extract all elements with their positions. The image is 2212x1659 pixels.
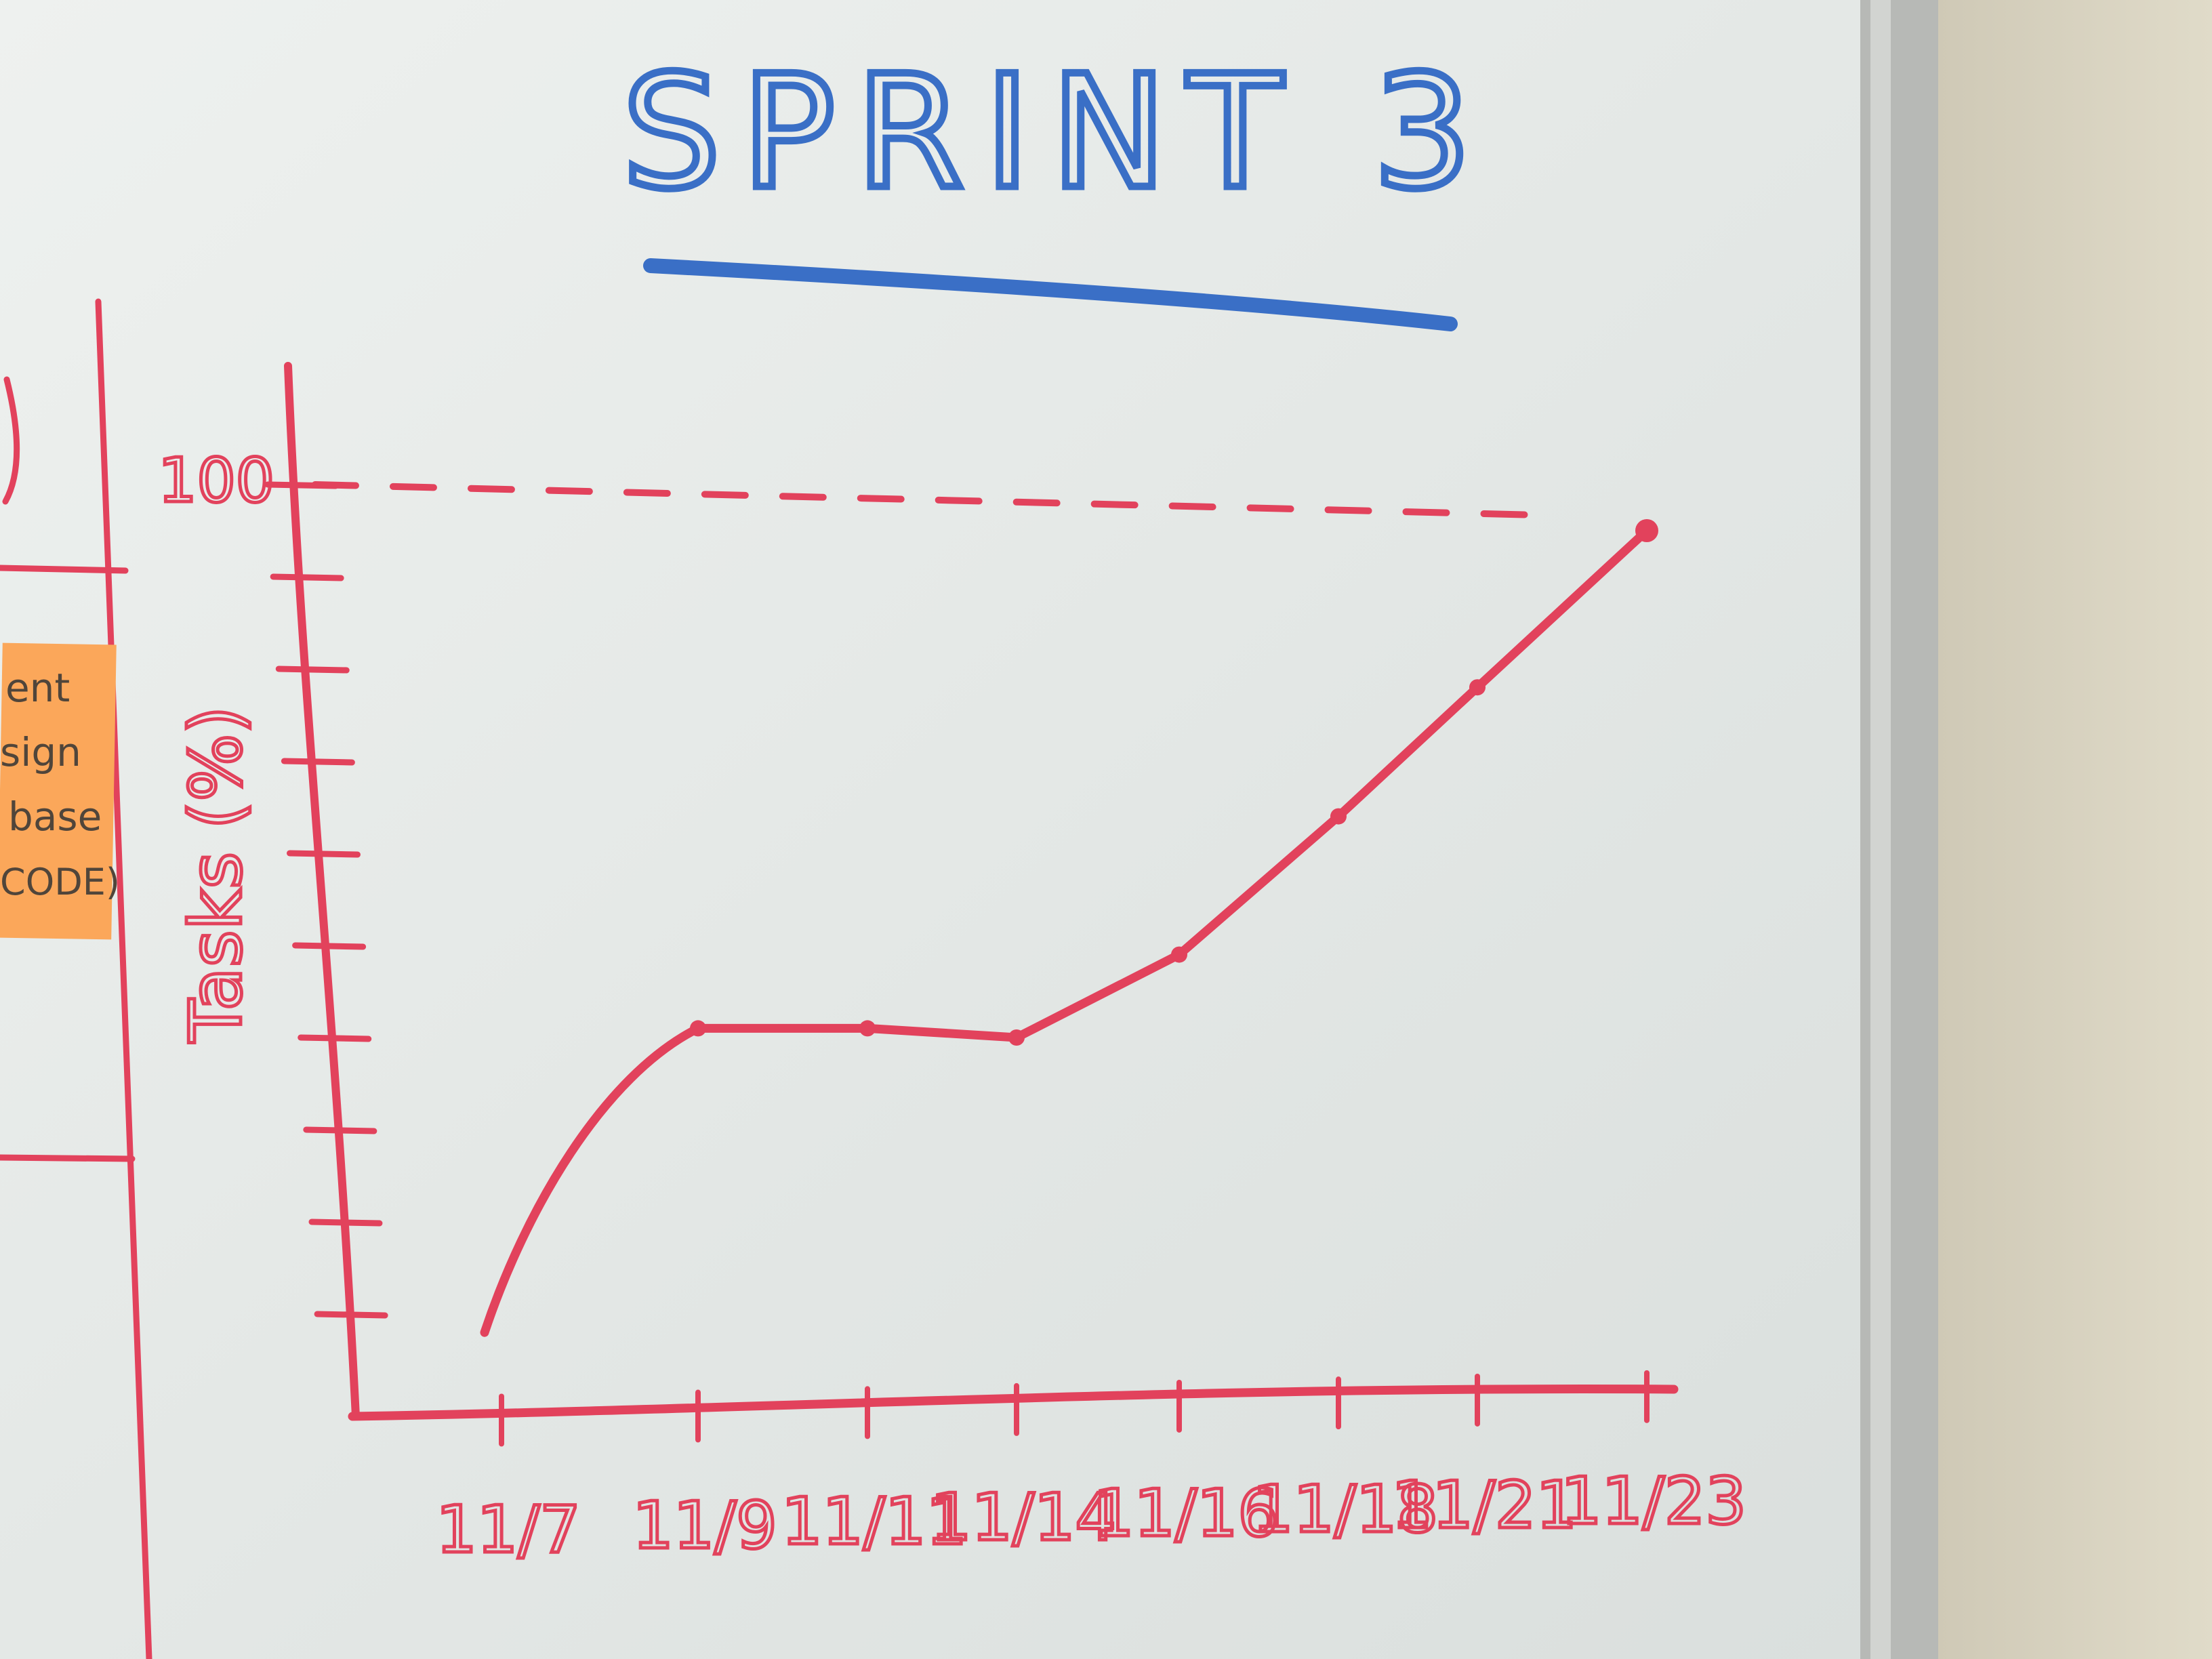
y-tick	[270, 573, 344, 581]
x-tick-label: 11/9	[632, 1489, 777, 1563]
board-frame-highlight	[1870, 0, 1891, 1659]
sticky-note: ent sign base CODE)	[0, 642, 120, 940]
reference-line-100	[312, 481, 1542, 518]
chart-title: SPRINT 3	[622, 43, 1492, 224]
y-tick	[275, 665, 350, 674]
sticky-note-line: base	[8, 794, 102, 840]
data-point	[1171, 946, 1187, 963]
board-surface	[0, 0, 1860, 1659]
y-tick	[314, 1311, 388, 1319]
sticky-note-line: CODE)	[0, 861, 120, 903]
data-point	[1330, 808, 1347, 825]
data-point	[1469, 679, 1486, 696]
data-line	[480, 526, 1652, 1337]
y-tick	[308, 1218, 383, 1227]
adjacent-table-lines	[0, 298, 152, 1659]
x-tick-label: 11/18	[1252, 1473, 1438, 1547]
y-tick	[303, 1126, 377, 1134]
y-axis	[284, 362, 360, 1420]
x-tick-label: 11/7	[436, 1493, 580, 1568]
x-tick-label: 11/23	[1561, 1465, 1746, 1539]
x-axis	[348, 1385, 1679, 1421]
y-tick	[281, 758, 355, 766]
board-frame	[1857, 0, 1938, 1659]
y-tick	[298, 1034, 372, 1042]
x-tick-label: 11/16	[1093, 1477, 1279, 1551]
data-point	[859, 1020, 876, 1037]
x-tick-label: 11/14	[930, 1481, 1116, 1555]
sticky-note-line: ent	[5, 665, 70, 711]
data-point	[1008, 1029, 1025, 1046]
x-tick-label: 11/21	[1391, 1469, 1577, 1543]
y-tick	[286, 850, 361, 858]
data-point	[690, 1020, 706, 1037]
x-tick-label: 11/11	[781, 1485, 967, 1559]
burnup-chart: 100 11/7 11/9 11/1111/1411/1611/1811/2111/2…	[157, 362, 1748, 1570]
y-tick	[292, 942, 367, 950]
y-axis-label: Tasks (%)	[175, 706, 258, 1043]
wall	[1938, 0, 2212, 1659]
title-underline	[643, 258, 1458, 331]
data-point	[1635, 519, 1658, 542]
y-tick-label: 100	[158, 445, 274, 516]
sticky-note-line: sign	[0, 729, 81, 775]
